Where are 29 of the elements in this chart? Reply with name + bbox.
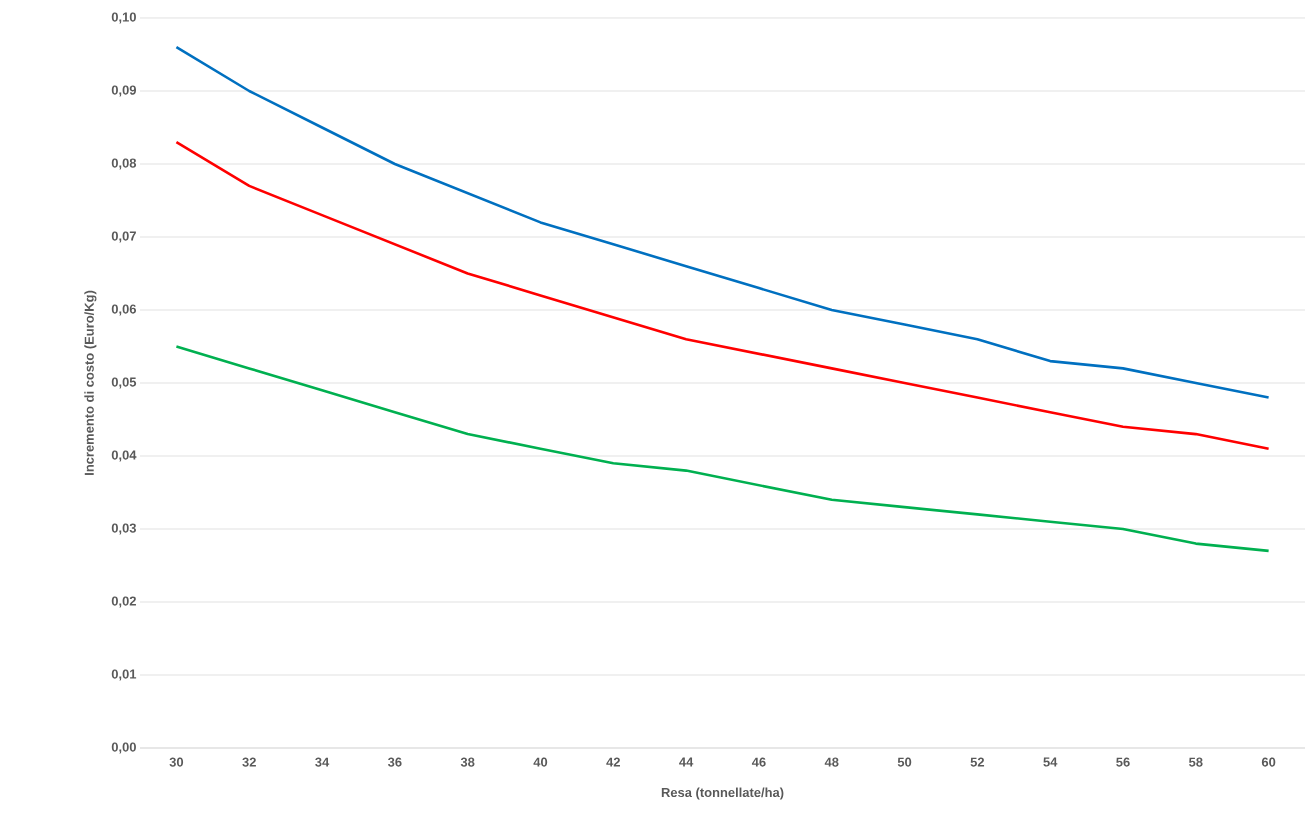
- x-axis-title: Resa (tonnellate/ha): [661, 787, 784, 800]
- x-tick-label: 48: [824, 757, 839, 767]
- x-tick-label: 52: [970, 757, 985, 767]
- x-tick-label: 32: [242, 757, 256, 767]
- y-tick-label: 0,02: [111, 596, 136, 608]
- y-tick-label: 0,10: [111, 12, 136, 24]
- y-tick-label: 0,05: [111, 377, 137, 389]
- x-tick-label: 44: [679, 757, 694, 767]
- y-tick-label: 0,01: [111, 669, 137, 681]
- x-tick-label: 42: [606, 757, 620, 767]
- x-tick-label: 36: [387, 757, 402, 767]
- y-tick-label: 0,08: [111, 158, 137, 170]
- x-tick-label: 46: [751, 757, 766, 767]
- y-tick-label: 0,04: [111, 450, 137, 462]
- x-tick-label: 50: [897, 757, 912, 767]
- x-tick-label: 40: [533, 757, 548, 767]
- y-tick-label: 0,06: [111, 304, 137, 316]
- x-tick-label: 38: [460, 757, 475, 767]
- x-tick-label: 60: [1261, 757, 1276, 767]
- x-tick-label: 34: [315, 757, 330, 767]
- y-tick-label: 0,09: [111, 85, 136, 97]
- y-tick-label: 0,03: [111, 523, 137, 535]
- x-tick-label: 30: [169, 757, 184, 767]
- y-axis-title: Incremento di costo (Euro/Kg): [84, 290, 97, 475]
- x-tick-label: 56: [1116, 757, 1130, 767]
- x-tick-label: 58: [1189, 757, 1203, 767]
- y-tick-label: 0,07: [111, 231, 136, 243]
- x-tick-label: 54: [1043, 757, 1058, 767]
- y-tick-label: 0,00: [111, 742, 136, 754]
